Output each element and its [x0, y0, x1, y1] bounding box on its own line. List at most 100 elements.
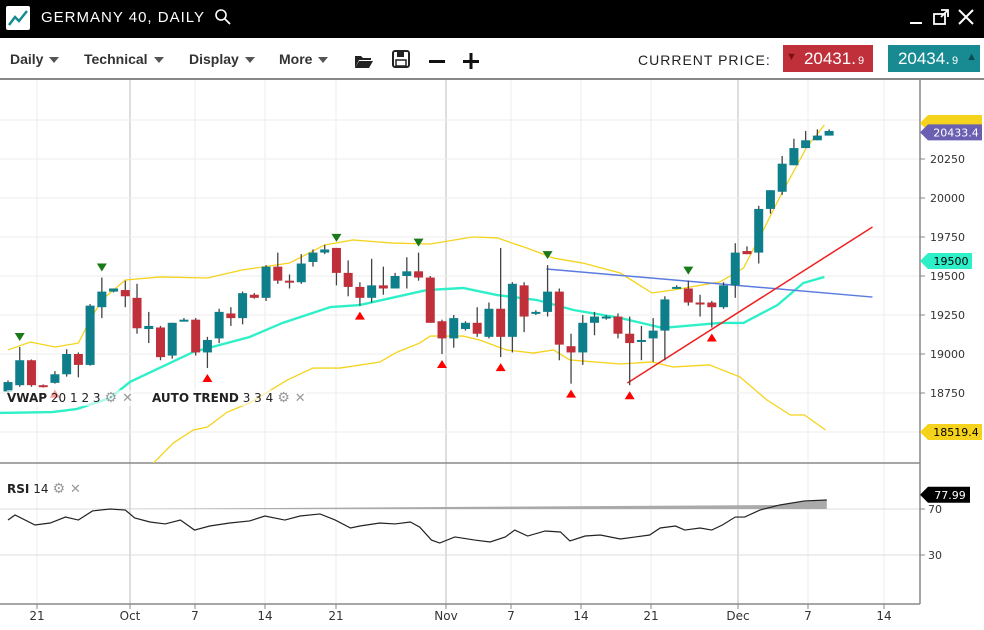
candle-bearish: [425, 277, 435, 323]
candle-bullish: [777, 163, 787, 192]
ask-price-button[interactable]: 20434. 9 ▲: [888, 45, 980, 72]
rsi-plot: [7, 499, 827, 544]
buy-signal-icon: [706, 333, 717, 342]
save-icon[interactable]: [392, 49, 410, 73]
time-tick-label: 21: [29, 609, 44, 623]
candle-bullish: [308, 252, 318, 262]
time-tick-label: 7: [191, 609, 199, 623]
autotrend-legend: AUTO TREND 3 3 4 ⚙ ✕: [152, 390, 306, 406]
search-icon[interactable]: [214, 8, 232, 31]
rsi-params: 14: [33, 482, 49, 496]
close-icon[interactable]: ✕: [70, 482, 81, 497]
rsi-name: RSI: [7, 482, 30, 496]
buy-signal-icon: [566, 389, 577, 398]
candle-bearish: [226, 313, 236, 319]
popout-icon[interactable]: [932, 8, 950, 31]
candle-bullish: [50, 374, 60, 383]
candle-bullish: [144, 325, 154, 330]
buy-signal-icon: [354, 311, 365, 320]
close-icon[interactable]: [957, 8, 975, 31]
candle-bullish: [367, 285, 377, 298]
price-tick-label: 20250: [930, 153, 965, 166]
gear-icon[interactable]: ⚙: [104, 390, 118, 406]
candle-bullish: [812, 135, 822, 141]
sell-signal-icon: [413, 238, 424, 247]
candle-bullish: [460, 322, 470, 330]
time-tick-label: 7: [804, 609, 812, 623]
menu-label: Display: [189, 51, 239, 67]
candle-bearish: [742, 251, 752, 255]
vwap-params: 20 1 2 3: [50, 391, 101, 405]
candle-bearish: [683, 288, 693, 303]
rsi-legend: RSI 14 ⚙ ✕: [7, 481, 81, 497]
time-tick-label: 14: [573, 609, 588, 623]
gear-icon[interactable]: ⚙: [52, 481, 66, 497]
candle-bearish: [695, 302, 705, 305]
rsi-overbought-fill: [106, 500, 827, 509]
candle-bearish: [707, 302, 717, 308]
time-tick-label: Oct: [120, 609, 141, 623]
support-trendline: [626, 226, 873, 384]
price-tick-label: 19250: [930, 309, 965, 322]
autotrend-params: 3 3 4: [242, 391, 274, 405]
price-tick-label: 19500: [930, 270, 965, 283]
bid-price-button[interactable]: ▼ 20431. 9: [783, 45, 873, 72]
candle-bullish: [801, 140, 811, 149]
menu-display[interactable]: Display: [189, 51, 255, 67]
price-chart[interactable]: 20250 20000 19750 19500 19250 19000 18750 70 30 2…: [0, 80, 984, 630]
candle-bearish: [355, 286, 365, 298]
candle-bearish: [191, 319, 201, 353]
close-icon[interactable]: ✕: [122, 391, 133, 406]
menu-more[interactable]: More: [279, 51, 329, 67]
zoom-in-icon[interactable]: [463, 50, 479, 74]
close-icon[interactable]: ✕: [294, 391, 306, 406]
candle-bullish: [3, 382, 13, 392]
rsi-value-badge-label: 77.99: [934, 489, 966, 502]
candle-bullish: [449, 318, 459, 339]
candle-bearish: [343, 272, 353, 287]
minimize-icon[interactable]: [908, 8, 924, 31]
buy-signal-icon: [624, 391, 635, 400]
toolbar: Daily Technical Display More CURRENT PRI…: [0, 38, 984, 80]
sell-signal-icon: [96, 263, 107, 272]
candle-bullish: [765, 190, 775, 209]
candle-bullish: [719, 285, 729, 308]
candle-bearish: [519, 285, 529, 317]
candle-bearish: [331, 247, 341, 273]
time-tick-label: 14: [257, 609, 272, 623]
vwap-badge: [920, 253, 972, 269]
candle-bullish: [296, 263, 306, 283]
rsi-line: [7, 499, 827, 544]
candle-bullish: [97, 291, 107, 308]
price-tick-label: 20000: [930, 192, 965, 205]
candle-bullish: [179, 319, 189, 322]
sell-signal-icon: [542, 251, 553, 260]
menu-daily[interactable]: Daily: [10, 51, 60, 67]
candle-bullish: [85, 305, 95, 365]
candle-bearish: [625, 333, 635, 344]
candle-bearish: [437, 321, 447, 339]
caret-down-icon: [318, 57, 329, 64]
candle-bearish: [496, 308, 506, 337]
arrow-down-icon: ▼: [786, 51, 797, 63]
candle-bearish: [566, 346, 576, 353]
menu-technical[interactable]: Technical: [84, 51, 164, 67]
candle-bullish: [484, 308, 494, 337]
candle-bearish: [26, 360, 36, 386]
gear-icon[interactable]: ⚙: [277, 390, 290, 406]
chart-logo-icon: [6, 6, 30, 30]
vwap-badge-label: 19500: [934, 255, 969, 268]
candle-bearish: [414, 271, 424, 278]
menu-label: More: [279, 51, 313, 67]
candle-bullish: [15, 360, 25, 386]
candle-bearish: [120, 290, 130, 297]
candle-bearish: [38, 385, 48, 388]
bid-price: 20431.: [803, 49, 856, 68]
open-folder-icon[interactable]: [354, 50, 374, 74]
candle-bullish: [648, 330, 658, 339]
lower-band-badge-label: 18519.4: [933, 426, 979, 439]
vwap-legend: VWAP 20 1 2 3 ⚙ ✕: [7, 390, 133, 406]
candle-bullish: [390, 276, 400, 289]
zoom-out-icon[interactable]: [429, 50, 445, 74]
candle-bearish: [613, 316, 623, 334]
